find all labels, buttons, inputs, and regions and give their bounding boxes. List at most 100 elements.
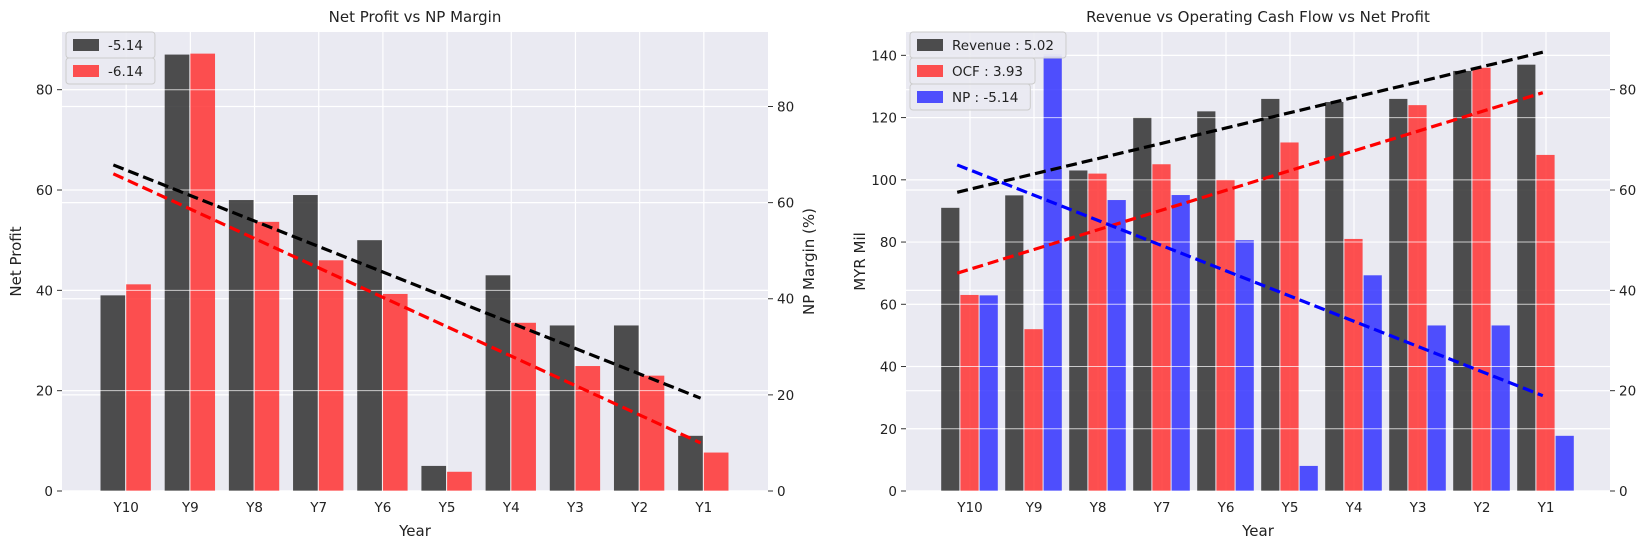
y-tick-label: 20 [880, 422, 897, 438]
legend-entry: OCF : 3.93 [909, 57, 1036, 85]
legend-label: NP : -5.14 [952, 90, 1018, 106]
x-tick-label: Y8 [245, 500, 263, 516]
y2-tick-label: 20 [777, 388, 794, 404]
legend-swatch [917, 91, 943, 103]
y2-tick-label: 80 [777, 99, 794, 115]
x-tick-label: Y9 [181, 500, 199, 516]
bar [1152, 164, 1171, 491]
bar [357, 240, 382, 491]
y-axis-label: MYR Mil [851, 232, 869, 291]
y-tick-label: 20 [36, 384, 53, 400]
x-tick-label: Y10 [956, 500, 982, 516]
bar [164, 54, 190, 492]
y2-tick-label: 60 [777, 196, 794, 212]
y2-tick-label: 40 [777, 292, 794, 308]
legend-swatch [73, 65, 99, 77]
bar [1024, 329, 1043, 491]
bar [941, 207, 960, 491]
trend-line [956, 91, 1544, 275]
bar [703, 452, 729, 491]
bar [979, 295, 998, 491]
legend-entry: -5.14 [65, 31, 156, 59]
x-tick-label: Y2 [630, 500, 648, 516]
legend-swatch [917, 39, 943, 51]
bar [100, 295, 126, 491]
legend-label: -5.14 [108, 38, 143, 54]
bar [126, 284, 151, 491]
bar [1491, 325, 1510, 491]
legend-box [909, 83, 1031, 111]
bar [254, 221, 280, 491]
x-tick-label: Y6 [1217, 500, 1235, 516]
bar [1216, 179, 1235, 492]
x-tick-label: Y3 [1409, 500, 1427, 516]
bar [1344, 238, 1363, 491]
trend-line [956, 50, 1544, 194]
bar [960, 294, 979, 491]
x-axis-label: Year [1241, 522, 1275, 540]
legend-swatch [73, 39, 99, 51]
legend-entry: NP : -5.14 [909, 83, 1031, 111]
y2-tick-label: 0 [1619, 484, 1628, 500]
bar [1088, 173, 1107, 491]
y-tick-label: 80 [880, 235, 897, 251]
bar [511, 322, 536, 491]
bar [421, 465, 447, 491]
bar [1408, 105, 1427, 491]
bar [1536, 154, 1555, 491]
x-tick-label: Y7 [1153, 500, 1171, 516]
trend-line [112, 172, 702, 445]
bar [318, 260, 344, 491]
bar [1261, 98, 1280, 491]
bars [941, 54, 1574, 492]
bar [382, 293, 408, 491]
bar [1517, 64, 1536, 492]
bar [1043, 54, 1062, 492]
x-tick-label: Y4 [1345, 500, 1363, 516]
y2-axis-label: NP Margin (%) [800, 208, 818, 315]
bar [1389, 98, 1408, 491]
y2-tick-label: 40 [1619, 283, 1636, 299]
bar [1555, 435, 1574, 491]
bar [1171, 195, 1190, 492]
bar [549, 325, 575, 491]
chart-2: 0 20 40 60 80 100 120 140 0 20 40 60 80 Y10 Y9 Y8 Y7 Y6 Y5… [851, 8, 1636, 540]
x-tick-label: Y1 [694, 500, 712, 516]
x-tick-label: Y2 [1473, 500, 1491, 516]
y2-tick-label: 60 [1619, 183, 1636, 199]
trend-line [956, 163, 1544, 398]
y-tick-label: 60 [36, 183, 53, 199]
legend-entry: Revenue : 5.02 [909, 31, 1067, 59]
y-tick-label: 0 [44, 484, 53, 500]
bar [190, 53, 216, 492]
bar [485, 275, 511, 491]
y-tick-label: 60 [880, 297, 897, 313]
bar [228, 200, 254, 491]
bar [639, 375, 665, 491]
x-tick-label: Y5 [438, 500, 456, 516]
x-tick-label: Y7 [309, 500, 327, 516]
legend-entry: -6.14 [65, 57, 156, 85]
x-tick-label: Y9 [1025, 500, 1043, 516]
x-tick-label: Y10 [112, 500, 138, 516]
bar [1280, 142, 1299, 491]
bar [447, 471, 472, 491]
bar [1427, 325, 1446, 491]
y-tick-label: 40 [36, 283, 53, 299]
legend-label: OCF : 3.93 [952, 64, 1023, 80]
bar [1005, 195, 1024, 492]
legend-swatch [917, 65, 943, 77]
y-tick-label: 100 [871, 173, 897, 189]
bar [1453, 70, 1472, 491]
legend-label: -6.14 [108, 64, 143, 80]
y-tick-label: 120 [871, 111, 897, 127]
bar [678, 435, 703, 491]
trend-line [112, 163, 702, 400]
x-tick-label: Y3 [566, 500, 584, 516]
x-tick-label: Y5 [1281, 500, 1299, 516]
x-axis-label: Year [398, 522, 432, 540]
y2-tick-label: 0 [777, 484, 786, 500]
gridlines-over [906, 54, 1610, 492]
y-tick-label: 40 [880, 360, 897, 376]
y-axis-label: Net Profit [7, 226, 25, 296]
